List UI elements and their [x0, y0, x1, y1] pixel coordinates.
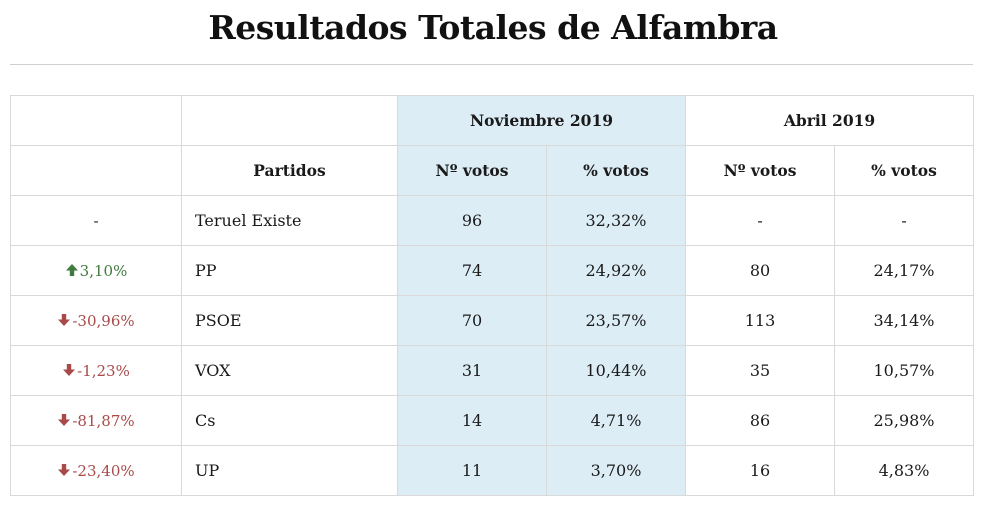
nov-pct-cell: 24,92% [545, 245, 687, 296]
change-text: -1,23% [77, 362, 130, 380]
nov-votes-cell: 31 [397, 345, 547, 396]
column-header-nov-pct: % votos [545, 145, 687, 196]
arrow-down-icon [58, 414, 71, 426]
abr-pct-cell: 34,14% [834, 295, 975, 346]
nov-votes-cell: 74 [397, 245, 547, 296]
period-header-nov: Noviembre 2019 [396, 95, 687, 146]
abr-votes-cell: 113 [685, 295, 836, 346]
change-text: - [93, 212, 99, 230]
party-name: PSOE [181, 295, 398, 346]
abr-votes-cell: 86 [685, 395, 836, 446]
column-header-party: Partidos [181, 145, 398, 196]
table-row: -23,40% UP 11 3,70% 16 4,83% [10, 445, 975, 496]
change-text: -23,40% [72, 462, 135, 480]
change-value: - [93, 212, 98, 230]
party-name: VOX [181, 345, 398, 396]
table-row: -1,23% VOX 31 10,44% 35 10,57% [10, 345, 975, 396]
abr-votes-cell: 16 [685, 445, 836, 496]
column-header-abr-pct: % votos [834, 145, 975, 196]
party-name: Teruel Existe [181, 195, 398, 246]
column-header-nov-votes: Nº votos [397, 145, 547, 196]
change-value: -23,40% [57, 462, 135, 480]
change-cell: -23,40% [10, 445, 182, 496]
arrow-down-icon [58, 464, 71, 476]
abr-pct-cell: 10,57% [834, 345, 975, 396]
nov-pct-cell: 32,32% [545, 195, 687, 246]
change-cell: -1,23% [10, 345, 182, 396]
header-empty-cell [10, 95, 182, 146]
nov-votes-cell: 14 [397, 395, 547, 446]
change-cell: -81,87% [10, 395, 182, 446]
nov-votes-cell: 70 [397, 295, 547, 346]
header-empty-cell [10, 145, 182, 196]
table-row: -81,87% Cs 14 4,71% 86 25,98% [10, 395, 975, 446]
nov-votes-cell: 96 [397, 195, 547, 246]
change-text: 3,10% [79, 262, 128, 280]
change-text: -81,87% [72, 412, 135, 430]
change-value: 3,10% [65, 262, 128, 280]
results-table: Noviembre 2019 Abril 2019 Partidos Nº vo… [10, 95, 975, 496]
change-cell: 3,10% [10, 245, 182, 296]
abr-votes-cell: - [685, 195, 836, 246]
column-header-abr-votes: Nº votos [685, 145, 836, 196]
abr-pct-cell: - [834, 195, 975, 246]
arrow-down-icon [58, 314, 71, 326]
nov-votes-cell: 11 [397, 445, 547, 496]
abr-pct-cell: 25,98% [834, 395, 975, 446]
period-header-abr: Abril 2019 [685, 95, 975, 146]
header-row-columns: Partidos Nº votos % votos Nº votos % vot… [10, 145, 975, 196]
nov-pct-cell: 23,57% [545, 295, 687, 346]
abr-pct-cell: 24,17% [834, 245, 975, 296]
abr-pct-cell: 4,83% [834, 445, 975, 496]
abr-votes-cell: 35 [685, 345, 836, 396]
page-title: Resultados Totales de Alfambra [208, 8, 778, 47]
change-cell: - [10, 195, 182, 246]
party-name: Cs [181, 395, 398, 446]
abr-votes-cell: 80 [685, 245, 836, 296]
header-row-periods: Noviembre 2019 Abril 2019 [10, 95, 975, 146]
change-value: -81,87% [57, 412, 135, 430]
party-name: UP [181, 445, 398, 496]
nov-pct-cell: 3,70% [545, 445, 687, 496]
table-row: - Teruel Existe 96 32,32% - - [10, 195, 975, 246]
change-cell: -30,96% [10, 295, 182, 346]
table-row: 3,10% PP 74 24,92% 80 24,17% [10, 245, 975, 296]
change-value: -1,23% [62, 362, 130, 380]
header-empty-cell [181, 95, 398, 146]
divider [10, 64, 973, 65]
change-value: -30,96% [57, 312, 135, 330]
arrow-down-icon [63, 364, 76, 376]
arrow-up-icon [65, 264, 78, 276]
nov-pct-cell: 10,44% [545, 345, 687, 396]
change-text: -30,96% [72, 312, 135, 330]
nov-pct-cell: 4,71% [545, 395, 687, 446]
party-name: PP [181, 245, 398, 296]
table-row: -30,96% PSOE 70 23,57% 113 34,14% [10, 295, 975, 346]
